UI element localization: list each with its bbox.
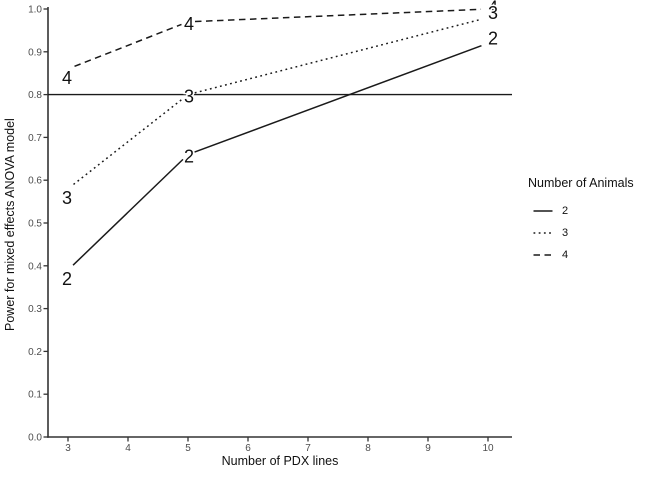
y-axis-title: Power for mixed effects ANOVA model bbox=[3, 118, 17, 331]
x-tick-label: 8 bbox=[365, 443, 371, 454]
y-tick-label: 0.5 bbox=[28, 219, 42, 230]
point-label-2: 2 bbox=[488, 29, 498, 49]
x-tick-label: 10 bbox=[482, 443, 494, 454]
point-label-4: 4 bbox=[488, 0, 498, 18]
point-label-4: 4 bbox=[62, 68, 72, 88]
point-label-3: 3 bbox=[62, 188, 72, 208]
series-line-2 bbox=[194, 44, 482, 153]
y-tick-label: 0.2 bbox=[28, 347, 42, 358]
legend-items: 2 3 4 bbox=[528, 200, 634, 266]
x-tick-label: 7 bbox=[305, 443, 311, 454]
y-tick-label: 0.0 bbox=[28, 433, 42, 444]
legend: Number of Animals 2 3 4 bbox=[528, 176, 634, 266]
series-line-4 bbox=[194, 8, 482, 23]
point-label-2: 2 bbox=[62, 269, 72, 289]
x-tick-label: 5 bbox=[185, 443, 191, 454]
y-tick-label: 0.3 bbox=[28, 304, 42, 315]
y-tick-label: 0.8 bbox=[28, 90, 42, 101]
series-line-2 bbox=[72, 158, 184, 266]
x-axis-title: Number of PDX lines bbox=[221, 454, 339, 468]
series-line-4 bbox=[74, 23, 182, 68]
point-label-3: 3 bbox=[488, 3, 498, 23]
legend-title: Number of Animals bbox=[528, 176, 634, 190]
legend-item-2: 2 bbox=[528, 200, 634, 222]
y-tick-label: 0.4 bbox=[28, 261, 42, 272]
y-tick-label: 0.1 bbox=[28, 390, 42, 401]
y-tick-label: 1.0 bbox=[28, 5, 42, 16]
x-tick-label: 6 bbox=[245, 443, 251, 454]
x-tick-label: 4 bbox=[125, 443, 131, 454]
solid-line-sample-icon bbox=[533, 210, 553, 212]
series-line-3 bbox=[194, 18, 482, 94]
series-line-3 bbox=[73, 98, 183, 186]
dotted-line-sample-icon bbox=[533, 232, 553, 234]
point-label-2: 2 bbox=[184, 147, 194, 167]
legend-item-label: 3 bbox=[562, 227, 569, 239]
y-tick-label: 0.9 bbox=[28, 47, 42, 58]
x-tick-label: 9 bbox=[425, 443, 431, 454]
y-tick-label: 0.6 bbox=[28, 176, 42, 187]
dashed-line-sample-icon bbox=[533, 254, 553, 256]
point-label-3: 3 bbox=[184, 87, 194, 107]
point-label-4: 4 bbox=[184, 14, 194, 34]
legend-item-4: 4 bbox=[528, 244, 634, 266]
legend-item-label: 4 bbox=[562, 249, 569, 261]
legend-item-label: 2 bbox=[562, 205, 569, 217]
x-tick-label: 3 bbox=[65, 443, 71, 454]
legend-item-3: 3 bbox=[528, 222, 634, 244]
y-tick-label: 0.7 bbox=[28, 133, 42, 144]
